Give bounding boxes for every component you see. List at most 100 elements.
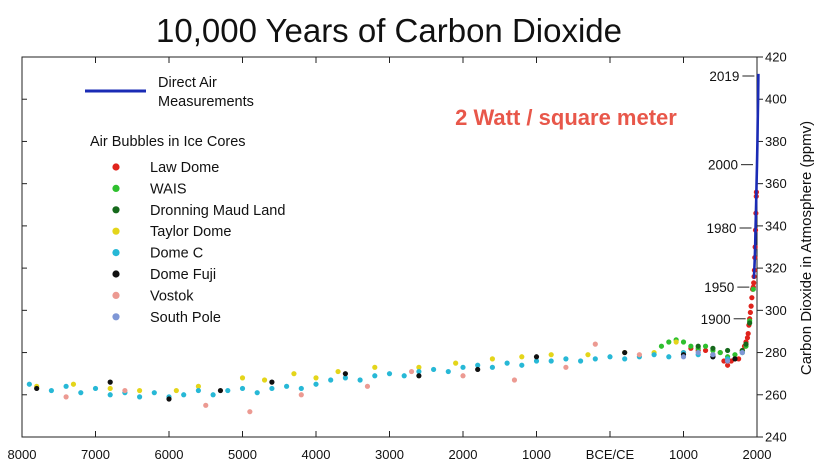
data-point [748, 303, 754, 309]
legend-label: Dome Fuji [150, 267, 216, 283]
legend-heading: Air Bubbles in Ice Cores [90, 134, 246, 150]
data-point [607, 354, 613, 360]
data-point [744, 335, 751, 341]
data-point [137, 394, 143, 400]
data-point [401, 373, 407, 379]
data-point [342, 375, 348, 381]
legend-marker [112, 206, 120, 214]
legend-marker [112, 249, 120, 257]
data-point [519, 362, 525, 368]
data-point [137, 387, 143, 394]
data-point [747, 309, 753, 316]
data-point [585, 352, 591, 358]
data-point [269, 379, 275, 385]
data-point [291, 371, 297, 377]
legend-marker [112, 184, 120, 192]
data-point [460, 373, 466, 379]
data-point [63, 383, 69, 389]
data-point [651, 352, 657, 358]
legend-line-label-1: Direct Air [158, 75, 217, 91]
data-point [475, 366, 481, 373]
data-point [239, 385, 246, 392]
direct-air-line [752, 73, 760, 279]
data-point [739, 349, 745, 356]
data-point [504, 360, 510, 366]
data-point [666, 339, 672, 345]
data-point [313, 375, 319, 381]
data-point [107, 379, 113, 385]
legend-label: Vostok [150, 288, 194, 304]
data-point [408, 368, 415, 375]
data-point [342, 371, 348, 377]
data-point [357, 377, 363, 383]
data-point [702, 347, 709, 354]
data-series [26, 73, 760, 415]
y-tick-label: 380 [765, 134, 787, 149]
data-point [622, 356, 628, 362]
data-point [745, 330, 751, 337]
year-label: 1900 [701, 312, 731, 327]
data-point [195, 387, 201, 394]
x-tick-label: 1000 [522, 447, 551, 462]
legend-label: WAIS [150, 181, 187, 197]
data-point [533, 358, 540, 364]
y-tick-label: 320 [765, 261, 787, 276]
data-point [26, 381, 32, 387]
data-point [673, 339, 679, 345]
data-point [743, 341, 749, 347]
data-point [636, 352, 643, 358]
legend-items: Law Dome WAIS Dronning Maud Land Taylor Dom… [112, 160, 285, 326]
data-point [622, 349, 628, 356]
legend-label: Dronning Maud Land [150, 203, 285, 219]
data-point [750, 286, 756, 292]
x-tick-label: 1000 [669, 447, 698, 462]
data-point [328, 377, 334, 383]
data-point [173, 387, 179, 394]
data-point [92, 385, 99, 392]
data-point [732, 352, 738, 358]
data-point [416, 373, 422, 379]
data-point [34, 385, 40, 392]
data-point [70, 381, 77, 387]
data-point [372, 364, 378, 370]
data-point [732, 356, 738, 362]
data-point [680, 339, 687, 345]
data-point [284, 383, 290, 389]
data-point [416, 368, 422, 375]
data-point [335, 368, 341, 375]
data-point [511, 377, 518, 383]
data-point [710, 345, 716, 351]
data-point [416, 364, 422, 370]
data-point [107, 385, 113, 392]
data-point [210, 392, 216, 398]
data-point [261, 377, 268, 383]
data-point [489, 364, 495, 370]
data-point [658, 343, 665, 349]
data-point [78, 390, 84, 396]
data-point [63, 394, 69, 400]
legend-marker [112, 313, 120, 321]
y-tick-label: 300 [765, 303, 787, 318]
legend-label: Taylor Dome [150, 224, 231, 240]
data-point [431, 366, 437, 373]
data-point [702, 343, 709, 349]
y-tick-label: 280 [765, 345, 787, 360]
data-point [372, 373, 378, 379]
x-tick-label: 7000 [81, 447, 110, 462]
data-point [747, 320, 753, 326]
year-label: 1980 [706, 221, 736, 236]
data-point [364, 383, 371, 389]
data-point [122, 387, 128, 394]
data-point [298, 392, 304, 398]
legend-marker [112, 270, 120, 278]
data-point [460, 364, 466, 370]
y-axis-label: Carbon Dioxide in Atmosphere (ppmv) [798, 121, 815, 375]
data-point [533, 354, 540, 360]
data-point [48, 387, 55, 394]
data-point [725, 347, 731, 354]
data-point [181, 392, 187, 398]
x-tick-label: BCE/CE [586, 447, 635, 462]
data-point [313, 381, 319, 387]
x-axis: 8000 7000 6000 5000 4000 3000 2000 1000 BCE/CE 10… [8, 57, 771, 462]
